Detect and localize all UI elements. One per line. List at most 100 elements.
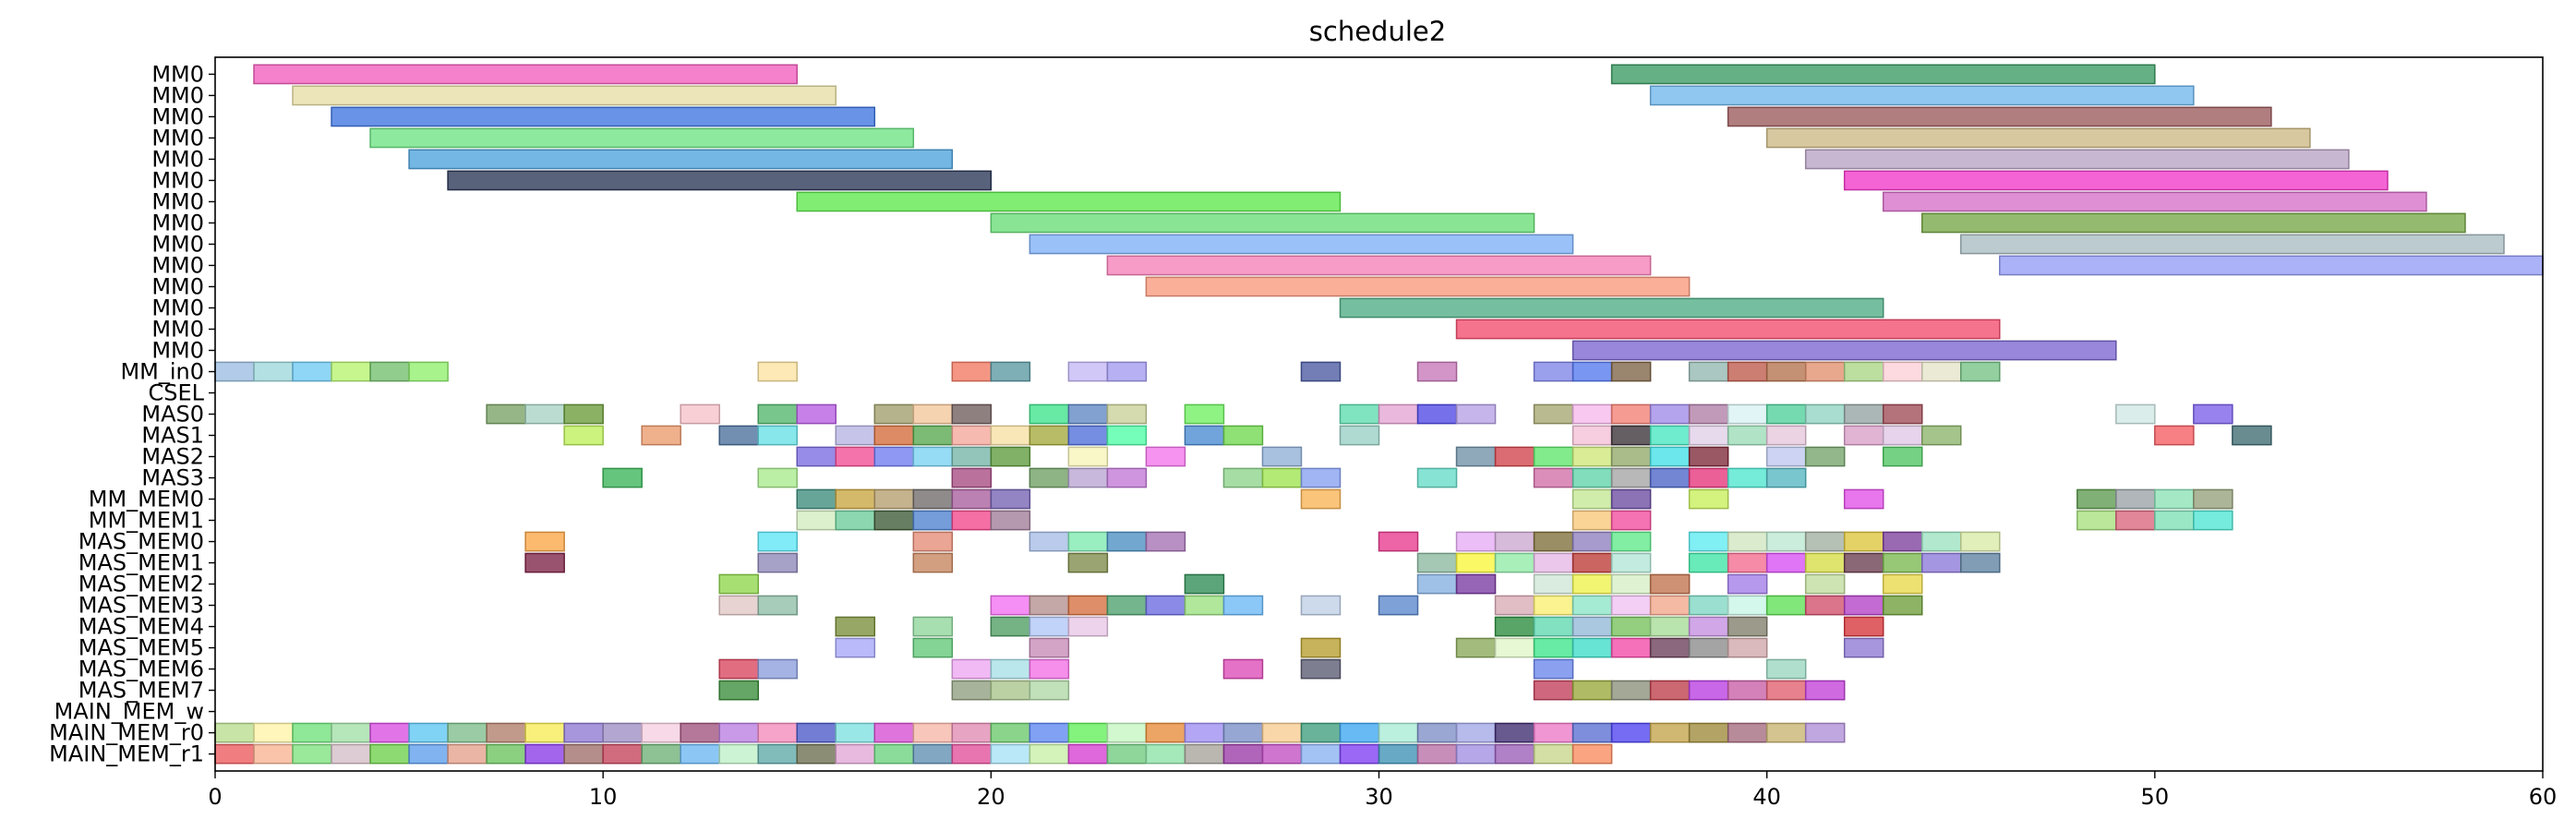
task-bar-184 (1882, 531, 1923, 552)
task-bar-102 (2232, 425, 2272, 446)
task-bar-250 (1843, 616, 1884, 637)
task-bar-338 (641, 743, 681, 765)
task-bar-306 (1029, 722, 1070, 743)
task-bar-198 (1727, 552, 1768, 573)
task-bar-224 (1222, 595, 1264, 616)
task-bar-84 (951, 425, 993, 446)
task-bar-270 (1300, 658, 1342, 680)
task-bar-153 (2193, 488, 2233, 510)
task-bar-114 (1533, 446, 1574, 467)
task-bar-64 (1455, 403, 1497, 425)
task-bar-312 (1261, 722, 1303, 743)
task-bar-259 (1610, 637, 1652, 658)
task-bar-205 (718, 573, 759, 595)
task-bar-1 (1610, 64, 2156, 85)
task-bar-111 (1261, 446, 1303, 467)
task-bar-291 (447, 722, 488, 743)
task-bar-29 (408, 361, 449, 382)
y-tick-label-24: MAS_MEM2 (78, 572, 204, 597)
task-bar-134 (1610, 467, 1652, 488)
task-bar-201 (1843, 552, 1884, 573)
task-bar-271 (1533, 658, 1574, 680)
task-bar-221 (1106, 595, 1148, 616)
task-bar-290 (408, 722, 449, 743)
task-bar-236 (1843, 595, 1884, 616)
y-tick-label-13: MM0 (151, 337, 204, 363)
task-bar-105 (873, 446, 915, 467)
task-bar-60 (1184, 403, 1225, 425)
task-bar-181 (1765, 531, 1807, 552)
task-bar-107 (951, 446, 993, 467)
task-bar-197 (1688, 552, 1729, 573)
task-bar-273 (718, 680, 759, 701)
task-bar-342 (796, 743, 837, 765)
task-bar-255 (1455, 637, 1497, 658)
task-bar-136 (1688, 467, 1729, 488)
task-bar-222 (1145, 595, 1186, 616)
chart-title: schedule2 (1309, 16, 1446, 47)
task-bar-132 (1533, 467, 1574, 488)
y-tick-label-17: MAS1 (141, 423, 204, 449)
task-bar-219 (1029, 595, 1070, 616)
task-bar-195 (1571, 552, 1613, 573)
x-tick-label-5: 50 (2141, 784, 2170, 810)
task-bar-257 (1533, 637, 1574, 658)
task-bar-313 (1300, 722, 1342, 743)
task-bar-80 (757, 425, 799, 446)
task-bar-337 (602, 743, 643, 765)
task-bar-346 (951, 743, 993, 765)
bars-layer (214, 64, 2544, 765)
task-bar-210 (1571, 573, 1613, 595)
task-bar-18 (1106, 255, 1652, 276)
task-bar-235 (1804, 595, 1846, 616)
task-bar-140 (835, 488, 876, 510)
task-bar-99 (1882, 425, 1923, 446)
task-bar-110 (1145, 446, 1186, 467)
task-bar-48 (486, 403, 526, 425)
task-bar-297 (680, 722, 720, 743)
task-bar-161 (1610, 510, 1652, 531)
y-tick-label-3: MM0 (151, 125, 204, 151)
task-bar-284 (1804, 680, 1846, 701)
task-bar-347 (990, 743, 1031, 765)
task-bar-175 (1494, 531, 1535, 552)
task-bar-88 (1106, 425, 1148, 446)
task-bar-44 (1843, 361, 1884, 382)
task-bar-285 (214, 722, 255, 743)
task-bar-249 (1727, 616, 1768, 637)
task-bar-225 (1300, 595, 1342, 616)
task-bar-20 (1145, 276, 1691, 297)
x-axis: 0 10 20 30 40 50 60 (208, 771, 2557, 810)
task-bar-213 (1727, 573, 1768, 595)
task-bar-62 (1378, 403, 1419, 425)
task-bar-246 (1610, 616, 1652, 637)
task-bar-190 (1067, 552, 1109, 573)
task-bar-339 (680, 743, 720, 765)
task-bar-152 (2154, 488, 2195, 510)
task-bar-59 (1106, 403, 1148, 425)
task-bar-199 (1765, 552, 1807, 573)
task-bar-334 (486, 743, 526, 765)
y-tick-label-26: MAS_MEM4 (78, 614, 204, 640)
task-bar-308 (1106, 722, 1148, 743)
task-bar-194 (1533, 552, 1574, 573)
task-bar-294 (563, 722, 604, 743)
task-bar-92 (1571, 425, 1613, 446)
task-bar-241 (1029, 616, 1070, 637)
x-tick-label-1: 10 (589, 784, 618, 810)
task-bar-125 (1029, 467, 1070, 488)
task-bar-65 (1533, 403, 1574, 425)
task-bar-266 (951, 658, 993, 680)
task-bar-8 (408, 149, 954, 170)
task-bar-323 (1688, 722, 1729, 743)
task-bar-207 (1416, 573, 1458, 595)
task-bar-330 (331, 743, 371, 765)
task-bar-310 (1184, 722, 1225, 743)
task-bar-36 (1416, 361, 1458, 382)
task-bar-100 (1920, 425, 1962, 446)
task-bar-24 (214, 361, 255, 382)
task-bar-173 (1378, 531, 1419, 552)
task-bar-229 (1571, 595, 1613, 616)
task-bar-355 (1300, 743, 1342, 765)
task-bar-166 (524, 531, 565, 552)
